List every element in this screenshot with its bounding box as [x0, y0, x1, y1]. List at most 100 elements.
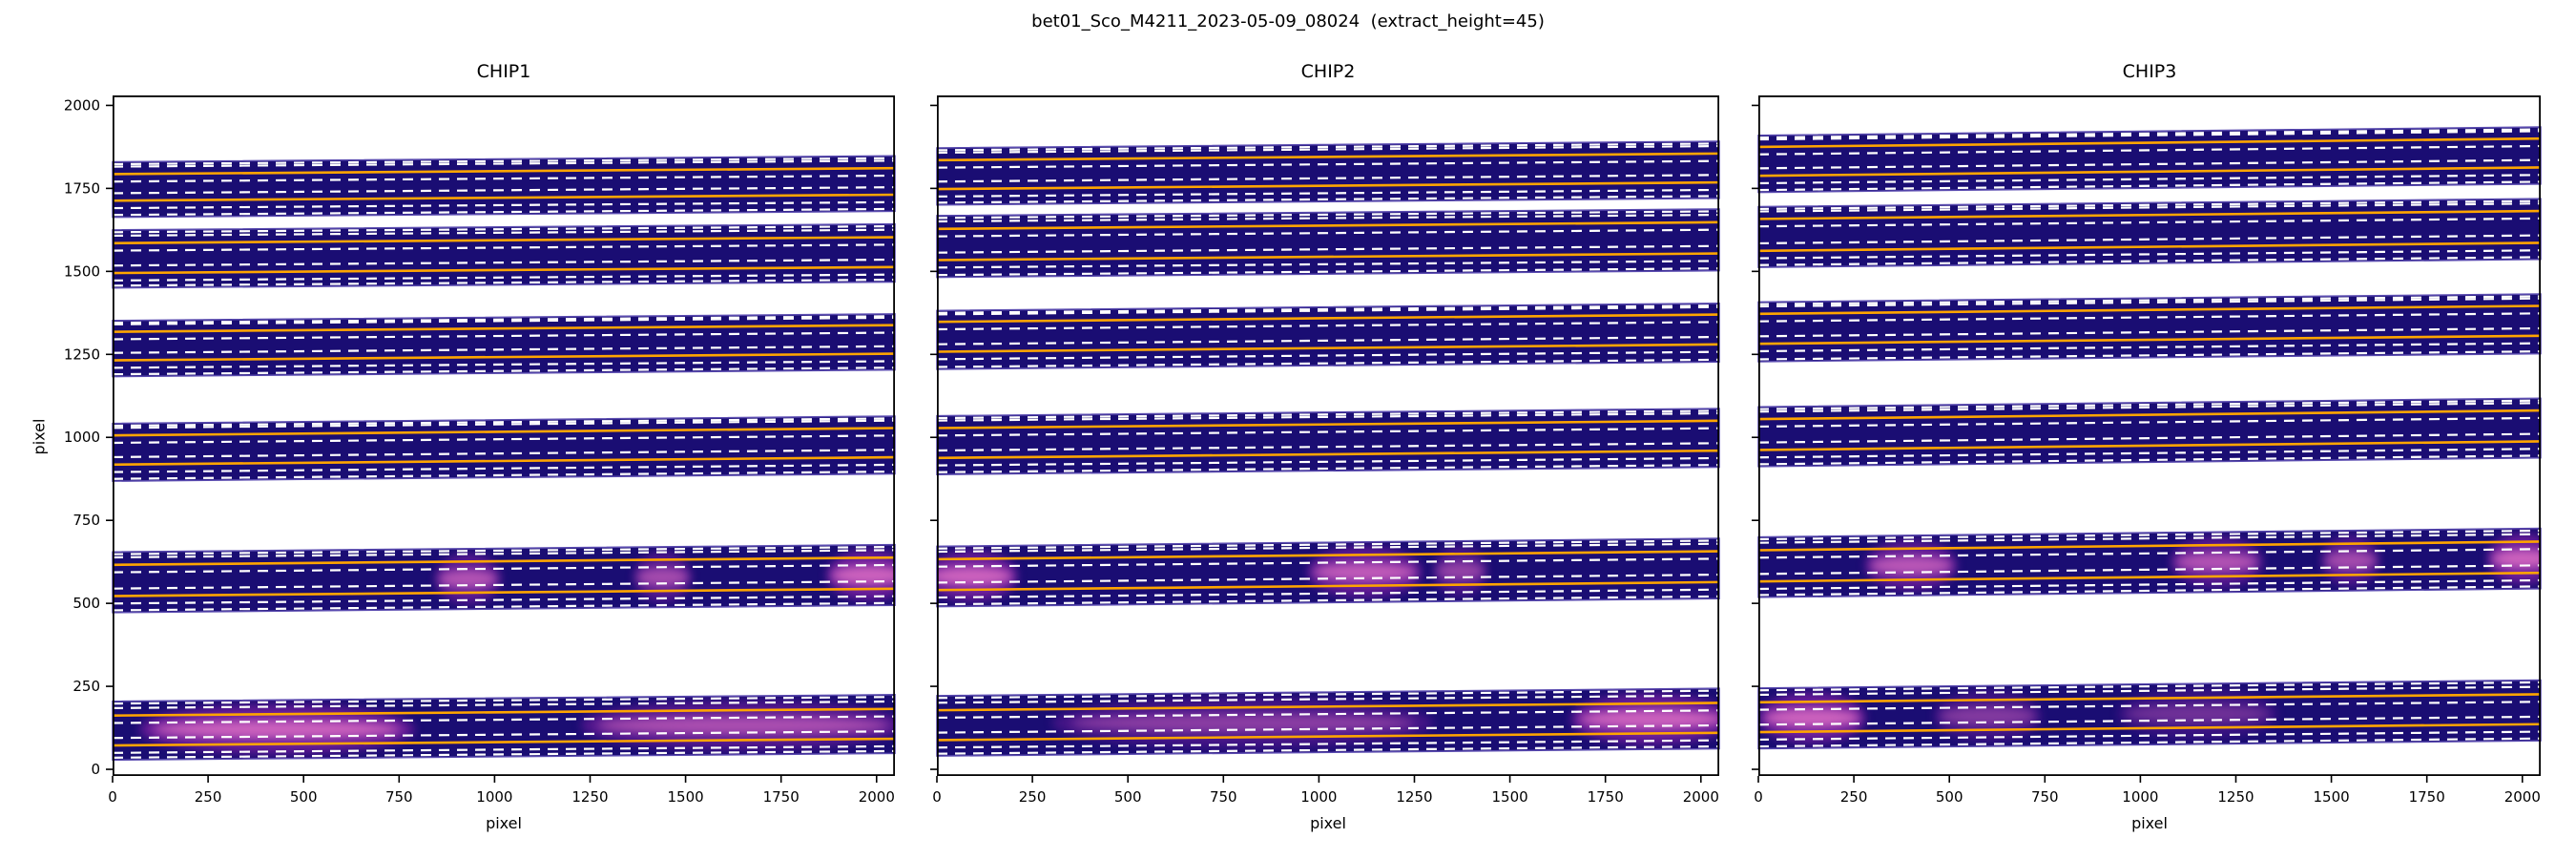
y-tick-label: 2000: [64, 96, 100, 114]
y-tick-label: 500: [73, 595, 100, 612]
extraction-window-boundary: [113, 316, 895, 325]
extraction-window-boundary: [937, 409, 1719, 420]
extraction-window-boundary: [937, 304, 1719, 314]
extraction-window-boundary: [1758, 685, 2541, 697]
extraction-window-boundary: [937, 411, 1719, 422]
order-trace-line: [113, 193, 895, 202]
extraction-window-boundary: [1758, 548, 2541, 559]
extraction-window-boundary: [1758, 585, 2541, 597]
extraction-window-boundary: [937, 588, 1719, 599]
emission-blob-core: [2491, 549, 2541, 569]
x-tick-label: 1750: [763, 788, 800, 806]
chip2-title: CHIP2: [1300, 61, 1356, 82]
extraction-window-boundary: [1758, 533, 2541, 544]
extraction-window-boundary: [1758, 578, 2541, 591]
extraction-window-boundary: [937, 573, 1719, 584]
x-tick-label: 750: [385, 788, 413, 806]
order-trace-line: [1758, 166, 2541, 178]
extraction-window-boundary: [937, 267, 1719, 277]
extraction-window-boundary: [1758, 326, 2541, 338]
order-trace-line: [113, 236, 895, 245]
extraction-window-boundary: [1758, 448, 2541, 459]
order-trace-line: [113, 555, 895, 567]
emission-blob-core: [1436, 561, 1485, 581]
extraction-window-boundary: [113, 601, 895, 612]
x-tick-label: 250: [195, 788, 222, 806]
x-tick-label: 250: [1019, 788, 1047, 806]
extraction-window-boundary: [113, 331, 895, 341]
order-trace-line: [937, 702, 1719, 712]
order-trace-line: [113, 707, 895, 717]
extraction-window-boundary: [113, 700, 895, 709]
extraction-window-boundary: [937, 539, 1719, 550]
subplot-chip2: CHIP2 0 250 500 750 1000 1250 1500 1750 2000 pix…: [930, 0, 1720, 859]
order-trace-line: [937, 252, 1719, 262]
order-trace-line: [937, 731, 1719, 742]
emission-blob-core: [1579, 709, 1719, 729]
extraction-window-boundary: [113, 174, 895, 183]
x-tick-label: 1750: [1588, 788, 1624, 806]
x-tick-label: 1250: [2217, 788, 2254, 806]
order-trace-line: [1758, 334, 2541, 346]
x-tick-label: 1000: [1300, 788, 1337, 806]
emission-blob-core: [2125, 703, 2271, 724]
extraction-window-boundary: [113, 315, 895, 325]
extraction-window-boundary: [937, 427, 1719, 437]
chip1-title: CHIP1: [476, 61, 531, 82]
extraction-window-boundary: [1758, 737, 2541, 748]
y-tick-label: 1750: [64, 179, 100, 197]
extraction-window-boundary: [1758, 295, 2541, 305]
extraction-window-boundary: [113, 228, 895, 238]
extraction-window-boundary: [113, 258, 895, 267]
order-trace-line: [1758, 409, 2541, 421]
emission-blob-core: [2175, 552, 2258, 573]
extraction-window-boundary: [1758, 199, 2541, 211]
extraction-window-boundary: [937, 210, 1719, 220]
extraction-window-boundary: [937, 174, 1719, 183]
order-trace-line: [1758, 136, 2541, 149]
x-tick-label: 1000: [2122, 788, 2158, 806]
ylabel: pixel: [30, 418, 49, 455]
extraction-window-boundary: [113, 186, 895, 195]
extraction-window-boundary: [113, 207, 895, 217]
extraction-window-boundary: [937, 442, 1719, 452]
extraction-window-boundary: [1758, 144, 2541, 156]
extraction-window-boundary: [113, 367, 895, 376]
extraction-window-boundary: [1758, 342, 2541, 353]
emission-blob-core: [438, 569, 497, 589]
extraction-window-boundary: [1758, 564, 2541, 576]
extraction-window-boundary: [113, 545, 895, 555]
order-trace-line: [113, 737, 895, 747]
order-band: [1757, 293, 2542, 363]
extraction-window-boundary: [1758, 217, 2541, 228]
order-band: [112, 222, 896, 289]
x-tick-label: 2000: [2504, 788, 2541, 806]
extraction-window-boundary: [1758, 249, 2541, 260]
extraction-window-boundary: [1758, 681, 2541, 692]
order-trace-line: [1758, 571, 2541, 583]
extraction-window-boundary: [113, 730, 895, 740]
extraction-window-boundary: [937, 557, 1719, 568]
y-tick-label: 750: [73, 512, 100, 529]
emission-blob-core: [831, 565, 895, 585]
extraction-window-boundary: [937, 335, 1719, 346]
extraction-window-boundary: [937, 228, 1719, 238]
extraction-window-boundary: [1758, 350, 2541, 361]
x-tick-label: 1250: [1396, 788, 1432, 806]
order-trace-line: [937, 220, 1719, 231]
order-trace-line: [113, 455, 895, 467]
extraction-window-boundary: [937, 358, 1719, 368]
extraction-window-boundary: [1758, 234, 2541, 245]
extraction-window-boundary: [937, 244, 1719, 254]
extraction-window-boundary: [113, 549, 895, 559]
extraction-window-boundary: [113, 470, 895, 480]
x-tick-label: 750: [1210, 788, 1237, 806]
emission-blob-core: [1939, 706, 2036, 726]
extraction-window-boundary: [937, 260, 1719, 269]
extraction-window-boundary: [1758, 399, 2541, 410]
x-tick-label: 500: [290, 788, 318, 806]
order-trace-line: [937, 313, 1719, 324]
emission-blob-core: [1869, 555, 1953, 576]
x-tick-label: 0: [932, 788, 942, 806]
x-tick-label: 500: [1936, 788, 1963, 806]
